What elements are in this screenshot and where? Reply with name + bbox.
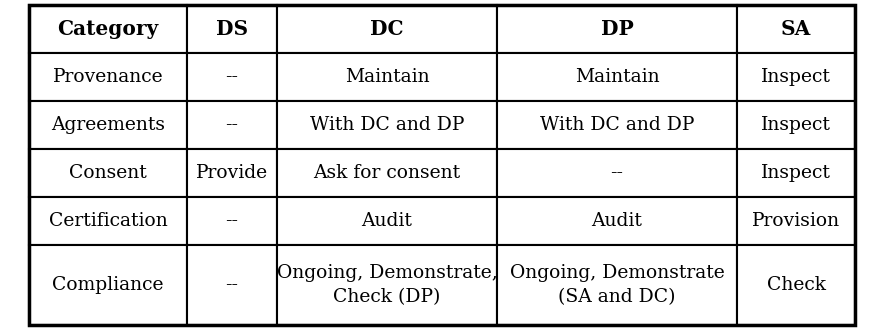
Bar [29,245,187,325]
Bar [187,53,277,101]
Text: --: -- [225,212,239,230]
Text: Check: Check [766,276,826,294]
Text: Ongoing, Demonstrate
(SA and DC): Ongoing, Demonstrate (SA and DC) [509,264,724,306]
Bar [277,245,497,325]
Text: Compliance: Compliance [52,276,164,294]
Bar [187,149,277,197]
Bar [187,245,277,325]
Text: Consent: Consent [69,164,147,182]
Bar [737,5,855,53]
Bar [497,5,737,53]
Text: Audit: Audit [362,212,413,230]
Text: SA: SA [781,19,812,39]
Bar [277,5,497,53]
Bar [737,197,855,245]
Bar [29,5,187,53]
Bar [187,197,277,245]
Bar [29,149,187,197]
Text: Ongoing, Demonstrate,
Check (DP): Ongoing, Demonstrate, Check (DP) [277,264,498,306]
Text: --: -- [225,68,239,86]
Text: Agreements: Agreements [51,116,165,134]
Bar [29,101,187,149]
Bar [277,53,497,101]
Text: DC: DC [370,19,404,39]
Text: Inspect: Inspect [761,164,831,182]
Bar [277,197,497,245]
Text: Maintain: Maintain [575,68,659,86]
Text: --: -- [611,164,623,182]
Bar [277,101,497,149]
Bar [29,53,187,101]
Bar [737,53,855,101]
Text: Category: Category [57,19,158,39]
Text: Provenance: Provenance [53,68,164,86]
Bar [497,53,737,101]
Text: Inspect: Inspect [761,116,831,134]
Bar [737,245,855,325]
Text: Provide: Provide [196,164,268,182]
Text: Certification: Certification [49,212,167,230]
Text: Ask for consent: Ask for consent [314,164,461,182]
Text: Audit: Audit [591,212,643,230]
Text: Inspect: Inspect [761,68,831,86]
Bar [277,149,497,197]
Bar [29,197,187,245]
Text: Provision: Provision [752,212,840,230]
Text: With DC and DP: With DC and DP [540,116,694,134]
Bar [737,101,855,149]
Text: DP: DP [600,19,633,39]
Text: DS: DS [216,19,248,39]
Text: --: -- [225,116,239,134]
Bar [737,149,855,197]
Text: With DC and DP: With DC and DP [309,116,464,134]
Bar [497,101,737,149]
Bar [187,5,277,53]
Bar [497,149,737,197]
Bar [497,197,737,245]
Text: --: -- [225,276,239,294]
Text: Maintain: Maintain [345,68,430,86]
Bar [187,101,277,149]
Bar [497,245,737,325]
